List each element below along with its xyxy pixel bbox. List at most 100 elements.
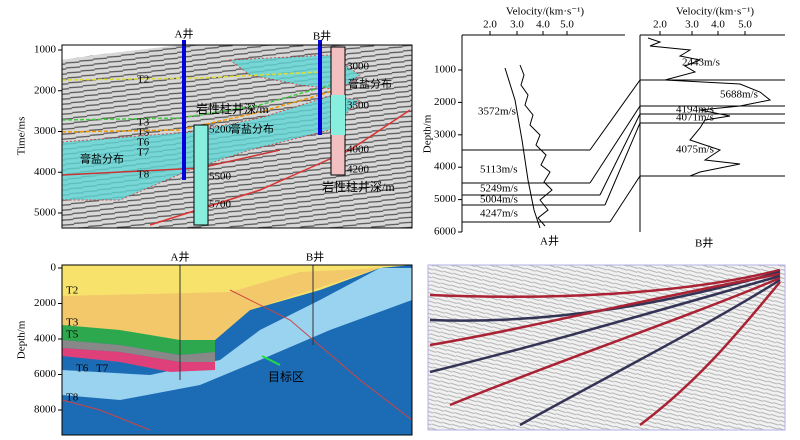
- lithology-column: [331, 95, 345, 135]
- y-tick-label: 8000: [34, 404, 57, 416]
- x-tick-label: 5.0: [738, 19, 752, 31]
- well-label: A井: [171, 250, 190, 264]
- depth-label: 4200: [347, 164, 370, 176]
- depth-label: 5700: [209, 199, 232, 211]
- y-tick-label: 1000: [434, 64, 457, 76]
- horizon-label: T7: [96, 363, 109, 375]
- shape: [519, 278, 781, 427]
- velocity-label: 4071m/s: [676, 112, 714, 124]
- x-tick-label: 2.0: [483, 19, 497, 31]
- depth-label: 5500: [209, 171, 232, 183]
- horizon-label: T3: [66, 317, 79, 329]
- x-axis-label: Velocity/(km·s⁻¹): [676, 6, 754, 18]
- salt-label: 膏盐分布: [230, 122, 274, 136]
- horizon-label: T6: [137, 137, 150, 149]
- panel-a: A井 B井 岩性柱井深/m 岩性柱井深/m 膏盐分布 膏盐分布 膏盐分布 Tim…: [16, 27, 413, 229]
- velocity-label: 5113m/s: [480, 164, 518, 176]
- layer: [62, 268, 380, 340]
- blank-corner: [62, 45, 180, 60]
- column-label: 岩性柱井深/m: [196, 101, 269, 116]
- shape: [429, 268, 781, 298]
- panel-c: A井 B井 目标区 T2 T3 T5 T6 T7 T8 Depth/m: [16, 250, 413, 436]
- target-arrow: [261, 355, 281, 366]
- horizon: [61, 91, 331, 133]
- shape: [449, 276, 781, 407]
- y-axis-label: Depth/m: [422, 114, 434, 153]
- y-tick-label: 4000: [434, 161, 457, 173]
- salt-label: 膏盐分布: [348, 77, 392, 91]
- horizon-label: T8: [137, 169, 150, 181]
- velocity-log: [519, 64, 553, 227]
- lithology-column: [193, 124, 209, 226]
- y-axis-label: Depth/m: [16, 320, 28, 359]
- y-tick-label: 1000: [34, 44, 57, 56]
- velocity-label: 4075m/s: [676, 144, 714, 156]
- layer: [62, 340, 215, 362]
- y-tick-label: 4000: [34, 166, 57, 178]
- depth-label: 3500: [347, 100, 370, 112]
- velocity-label: 5004m/s: [480, 194, 518, 206]
- x-tick-label: 3.0: [685, 19, 699, 31]
- y-tick-label: 5000: [434, 193, 457, 205]
- velocity-log: [647, 37, 772, 177]
- horizon-label: T8: [66, 392, 79, 404]
- layer: [62, 325, 215, 355]
- salt-label: 膏盐分布: [80, 152, 124, 166]
- y-tick-label: 2000: [34, 297, 57, 309]
- fault: [61, 399, 151, 431]
- horizon: [61, 84, 331, 121]
- y-axis-label: Time/ms: [16, 117, 28, 156]
- shape: [604, 122, 641, 206]
- panel-d: [427, 264, 786, 431]
- horizon-label: T7: [137, 147, 150, 159]
- shape: [599, 113, 641, 196]
- y-tick-label: 4000: [34, 333, 57, 345]
- well-label: B井: [306, 250, 324, 264]
- shape: [639, 281, 781, 426]
- layer: [62, 268, 412, 400]
- y-tick-label: 5000: [34, 207, 57, 219]
- x-tick-label: 4.0: [536, 19, 550, 31]
- salt-body: [61, 95, 362, 201]
- horizon-label: T6: [76, 363, 89, 375]
- y-tick-label: 3000: [34, 125, 57, 137]
- horizon-label: T2: [66, 285, 78, 297]
- x-tick-label: 5.0: [560, 19, 574, 31]
- velocity-label: 4194m/s: [676, 104, 714, 116]
- horizon: [61, 71, 321, 81]
- horizon-label: T3: [137, 117, 150, 129]
- shape: [589, 79, 641, 151]
- depth-label: 3000: [347, 61, 370, 73]
- velocity-label: 2443m/s: [682, 57, 720, 69]
- velocity-label: 3572m/s: [478, 106, 516, 118]
- horizon-label: T5: [66, 329, 79, 341]
- shape: [589, 105, 641, 184]
- y-tick-label: 6000: [434, 226, 457, 238]
- frame: [61, 264, 413, 436]
- layer: [62, 348, 215, 372]
- well-label: B井: [695, 236, 713, 250]
- shape: [429, 272, 781, 347]
- depth-label: 5200: [209, 124, 232, 136]
- y-tick-label: 2000: [34, 84, 57, 96]
- reflections: [429, 268, 781, 427]
- y-tick-label: 2000: [434, 96, 457, 108]
- velocity-trend: [504, 67, 541, 229]
- panel-b: Velocity/(km·s⁻¹) Velocity/(km·s⁻¹) Dept…: [422, 6, 785, 250]
- shape: [609, 175, 641, 223]
- horizon-label: T2: [137, 74, 149, 86]
- column-label: 岩性柱井深/m: [322, 179, 395, 194]
- depth-label: 4000: [347, 144, 370, 156]
- well-label: B井: [313, 29, 331, 43]
- y-tick-label: 3000: [434, 128, 457, 140]
- layer-lines: [462, 79, 785, 223]
- shape: [429, 274, 781, 374]
- y-tick-label: 6000: [34, 368, 57, 380]
- horizon-label: T5: [137, 127, 150, 139]
- frame: [61, 44, 413, 229]
- target-label: 目标区: [268, 370, 304, 384]
- velocity-label: 5249m/s: [480, 183, 518, 195]
- velocity-label: 5688m/s: [720, 89, 758, 101]
